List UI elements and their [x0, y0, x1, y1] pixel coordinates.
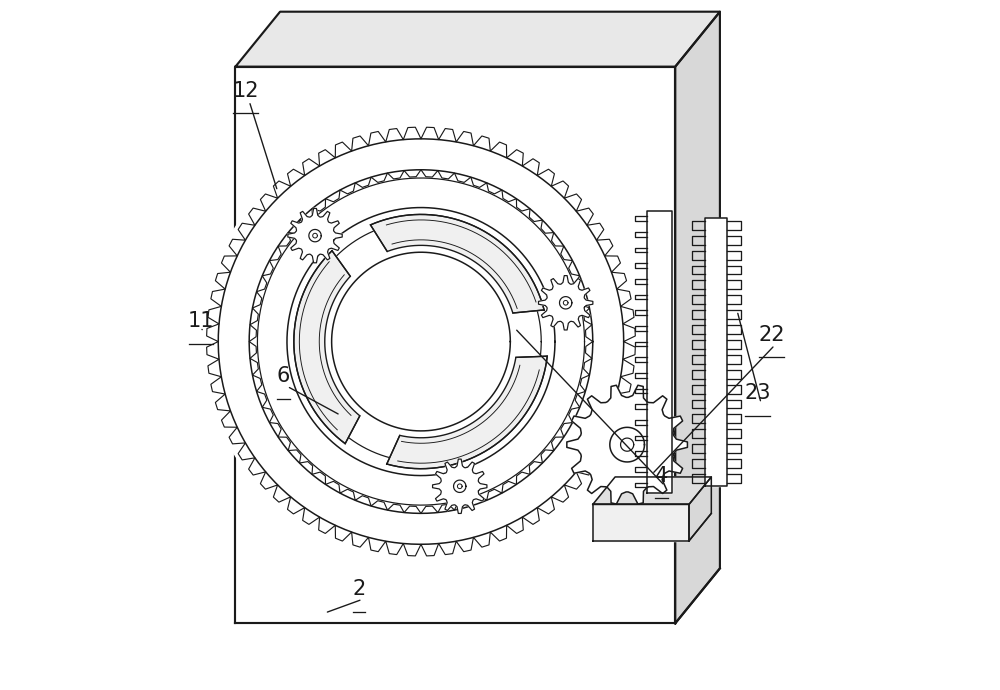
Polygon shape: [294, 250, 360, 444]
Polygon shape: [647, 211, 672, 493]
Polygon shape: [454, 480, 466, 493]
Polygon shape: [539, 275, 593, 330]
Polygon shape: [610, 427, 644, 462]
Polygon shape: [313, 233, 317, 238]
Polygon shape: [457, 484, 462, 489]
Polygon shape: [705, 218, 727, 486]
Polygon shape: [332, 253, 510, 431]
Text: 6: 6: [277, 366, 290, 386]
Polygon shape: [593, 477, 711, 504]
Polygon shape: [559, 297, 572, 309]
Polygon shape: [287, 208, 555, 475]
Polygon shape: [433, 459, 487, 513]
Text: 11: 11: [188, 311, 214, 331]
Polygon shape: [567, 385, 687, 504]
Text: 2: 2: [352, 580, 366, 600]
Text: 4: 4: [655, 466, 668, 486]
Polygon shape: [235, 67, 675, 623]
Polygon shape: [288, 208, 342, 263]
Polygon shape: [387, 356, 547, 469]
Text: 12: 12: [232, 81, 259, 101]
Polygon shape: [621, 438, 634, 451]
Polygon shape: [235, 12, 720, 67]
Text: 22: 22: [758, 325, 785, 345]
Polygon shape: [370, 215, 544, 313]
Polygon shape: [593, 504, 689, 541]
Polygon shape: [689, 477, 711, 541]
Polygon shape: [675, 12, 720, 623]
Polygon shape: [309, 230, 321, 241]
Polygon shape: [563, 300, 568, 305]
Text: 23: 23: [744, 384, 771, 404]
Polygon shape: [203, 124, 639, 560]
